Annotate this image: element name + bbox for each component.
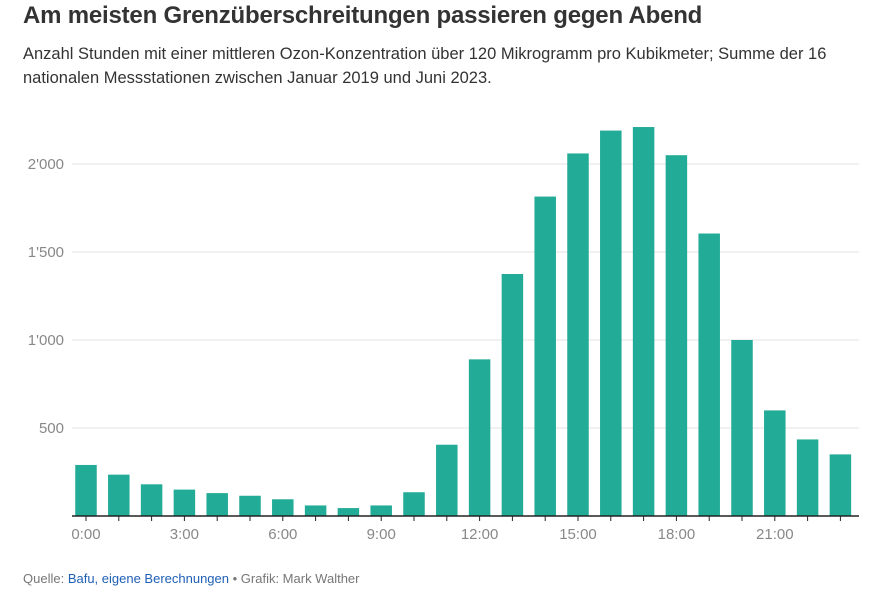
x-tick-label: 15:00 [559, 526, 597, 543]
bar-0:00 [75, 464, 97, 516]
y-tick-label: 1'000 [28, 332, 64, 349]
bar-9:00 [370, 505, 392, 516]
y-tick-label: 2'000 [28, 156, 64, 173]
bar-13:00 [501, 274, 524, 516]
bar-1:00 [108, 474, 130, 516]
bar-18:00 [665, 155, 688, 516]
chart-subtitle: Anzahl Stunden mit einer mittleren Ozon-… [23, 45, 827, 87]
x-tick-label: 9:00 [367, 526, 396, 543]
bar-8:00 [337, 508, 360, 516]
gridlines [72, 163, 859, 429]
bar-17:00 [632, 127, 655, 516]
bars [75, 127, 852, 516]
x-tick-label: 18:00 [658, 526, 696, 543]
x-tick-label: 21:00 [756, 526, 794, 543]
bar-10:00 [403, 492, 425, 516]
bar-5:00 [239, 495, 261, 516]
bar-12:00 [468, 359, 491, 516]
x-tick-label: 0:00 [71, 526, 100, 543]
footer: Quelle: Bafu, eigene Berechnungen • Graf… [23, 571, 359, 586]
bar-11:00 [436, 444, 458, 516]
y-axis-ticks: 500 1'000 1'500 2'000 [28, 156, 64, 437]
bar-chart: 500 1'000 1'500 2'000 0:00 3:00 6:00 9:00 12:00… [28, 127, 859, 543]
x-tick-label: 6:00 [268, 526, 297, 543]
footer-separator: • [229, 571, 241, 586]
x-axis-ticks: 0:00 3:00 6:00 9:00 12:00 15:00 18:00 21:00 [71, 516, 841, 543]
footer-source-link[interactable]: Bafu, eigene Berechnungen [67, 571, 229, 586]
bar-15:00 [567, 153, 589, 516]
bar-14:00 [534, 196, 556, 516]
y-tick-label: 500 [39, 420, 64, 437]
bar-7:00 [304, 505, 327, 516]
x-tick-label: 12:00 [461, 526, 499, 543]
footer-source-prefix: Quelle: [23, 571, 68, 586]
bar-22:00 [796, 439, 819, 516]
bar-20:00 [731, 340, 753, 516]
x-tick-label: 3:00 [170, 526, 199, 543]
bar-2:00 [140, 484, 163, 516]
bar-4:00 [206, 493, 228, 516]
bar-21:00 [764, 410, 786, 516]
footer-credit: Grafik: Mark Walther [240, 571, 360, 586]
bar-3:00 [173, 489, 196, 516]
chart-title: Am meisten Grenzüberschreitungen passier… [23, 2, 703, 29]
bar-23:00 [829, 454, 852, 516]
bar-6:00 [272, 499, 294, 516]
y-tick-label: 1'500 [28, 244, 64, 261]
bar-19:00 [698, 233, 720, 516]
bar-16:00 [600, 130, 622, 516]
